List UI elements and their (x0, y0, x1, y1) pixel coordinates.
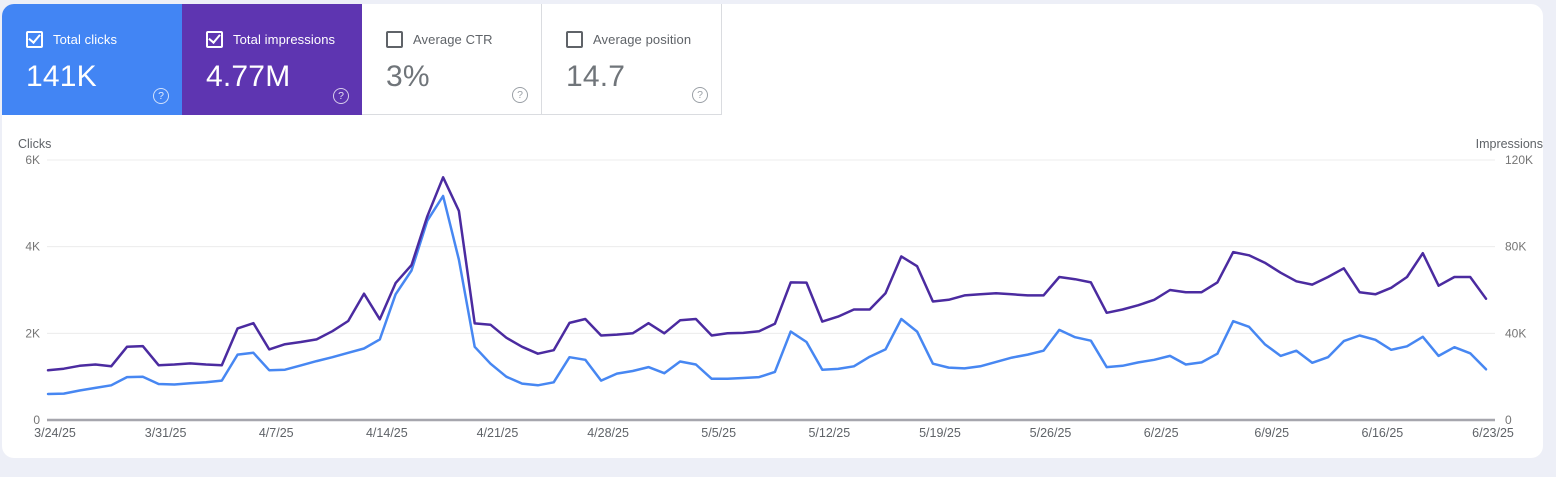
total-clicks-value: 141K (26, 60, 97, 93)
right-axis-tick: 80K (1505, 240, 1526, 254)
tile-head: Average position (566, 31, 721, 48)
right-axis-tick: 40K (1505, 326, 1526, 340)
x-axis-tick: 4/28/25 (587, 426, 629, 440)
average-position-checkbox[interactable] (566, 31, 583, 48)
total-impressions-value: 4.77M (206, 60, 291, 93)
help-icon[interactable]: ? (692, 87, 708, 103)
x-axis-tick: 6/9/25 (1254, 426, 1289, 440)
x-axis-tick: 4/7/25 (259, 426, 294, 440)
x-axis-tick: 4/14/25 (366, 426, 408, 440)
tile-label: Average position (593, 32, 692, 47)
x-axis-tick: 3/31/25 (145, 426, 187, 440)
total-clicks-checkbox[interactable] (26, 31, 43, 48)
left-axis-tick: 4K (25, 240, 40, 254)
help-icon[interactable]: ? (512, 87, 528, 103)
chart-area[interactable]: 0 0 2K 40K 4K 80K 6K 120K Clicks Impressions 3/24/… (2, 115, 1543, 458)
x-axis-tick: 5/5/25 (701, 426, 736, 440)
x-axis-tick: 4/21/25 (477, 426, 519, 440)
left-axis-tick: 2K (25, 326, 40, 340)
average-position-value: 14.7 (566, 60, 626, 93)
help-icon[interactable]: ? (153, 88, 169, 104)
x-axis-tick: 5/19/25 (919, 426, 961, 440)
metric-tiles-row: Total clicks 141K ? Total impressions 4.… (2, 4, 1543, 115)
total-impressions-checkbox[interactable] (206, 31, 223, 48)
metric-tile-total-impressions[interactable]: Total impressions 4.77M ? (182, 4, 362, 115)
help-icon[interactable]: ? (333, 88, 349, 104)
x-axis-tick: 6/16/25 (1362, 426, 1404, 440)
right-axis-tick: 120K (1505, 153, 1533, 167)
average-ctr-checkbox[interactable] (386, 31, 403, 48)
tile-label: Total impressions (233, 32, 336, 47)
left-axis-tick: 6K (25, 153, 40, 167)
left-axis-title: Clicks (18, 137, 51, 151)
average-ctr-value: 3% (386, 60, 430, 93)
tile-head: Average CTR (386, 31, 541, 48)
metric-tile-average-position[interactable]: Average position 14.7 ? (542, 4, 722, 115)
tile-head: Total impressions (206, 31, 362, 48)
clicks-line[interactable] (46, 194, 1488, 396)
metric-tile-total-clicks[interactable]: Total clicks 141K ? (2, 4, 182, 115)
right-axis-title: Impressions (1476, 137, 1543, 151)
impressions-line[interactable] (46, 176, 1488, 372)
x-axis-tick: 3/24/25 (34, 426, 76, 440)
tile-head: Total clicks (26, 31, 182, 48)
metric-tile-average-ctr[interactable]: Average CTR 3% ? (362, 4, 542, 115)
x-axis-tick: 6/2/25 (1144, 426, 1179, 440)
tile-label: Average CTR (413, 32, 493, 47)
performance-card: Total clicks 141K ? Total impressions 4.… (2, 4, 1543, 458)
x-axis-tick: 5/26/25 (1030, 426, 1072, 440)
left-axis-tick: 0 (33, 413, 40, 427)
x-axis-tick: 5/12/25 (808, 426, 850, 440)
x-axis-tick: 6/23/25 (1472, 426, 1514, 440)
right-axis-tick: 0 (1505, 413, 1512, 427)
tile-label: Total clicks (53, 32, 118, 47)
performance-chart[interactable]: 0 0 2K 40K 4K 80K 6K 120K Clicks Impressions 3/24/… (2, 115, 1543, 458)
